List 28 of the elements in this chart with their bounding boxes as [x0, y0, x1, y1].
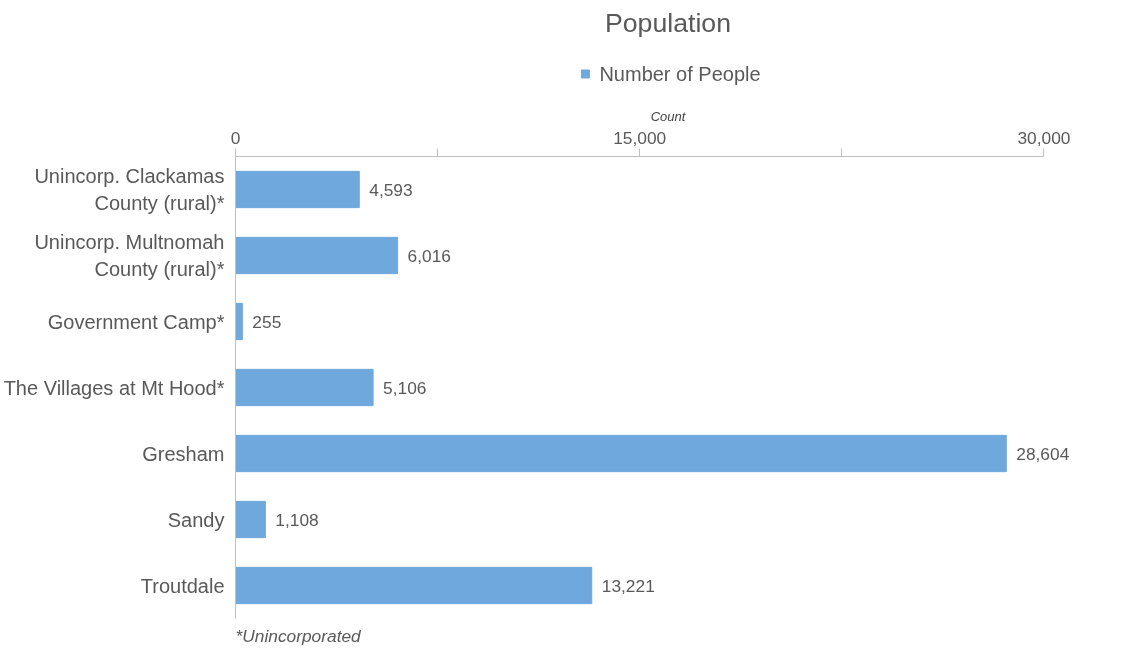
x-tick-label: 0 [230, 127, 241, 148]
bar [235, 236, 399, 275]
y-tick-label: Unincorp. Clackamas County (rural)* [34, 165, 225, 214]
bar [235, 368, 374, 407]
y-tick-label: Unincorp. Multnomah County (rural)* [34, 231, 225, 280]
bar [235, 500, 266, 539]
text: 13,221 [601, 575, 655, 596]
bar [235, 434, 1007, 473]
text: 255 [252, 311, 282, 332]
y-tick-label: Sandy [167, 508, 225, 531]
text: 28,604 [1016, 443, 1070, 464]
text: 5,106 [383, 377, 427, 398]
y-tick-label: Troutdale [140, 574, 225, 597]
legend-label: Number of People [599, 62, 761, 85]
x-tick-label: 30,000 [1017, 127, 1071, 148]
text: 1,108 [275, 509, 319, 530]
y-tick-label: Government Camp* [47, 310, 225, 333]
chart-title: Population [605, 7, 731, 38]
text: 6,016 [407, 245, 451, 266]
bar [235, 302, 243, 341]
y-tick-label: Gresham [142, 442, 225, 465]
x-tick-label: 15,000 [613, 127, 667, 148]
text: 4,593 [369, 179, 413, 200]
y-tick-label: The Villages at Mt Hood* [3, 376, 225, 399]
bar [235, 170, 360, 209]
bar [235, 566, 593, 605]
x-axis-title: Count [650, 108, 687, 124]
text: *Unincorporated [235, 625, 363, 646]
